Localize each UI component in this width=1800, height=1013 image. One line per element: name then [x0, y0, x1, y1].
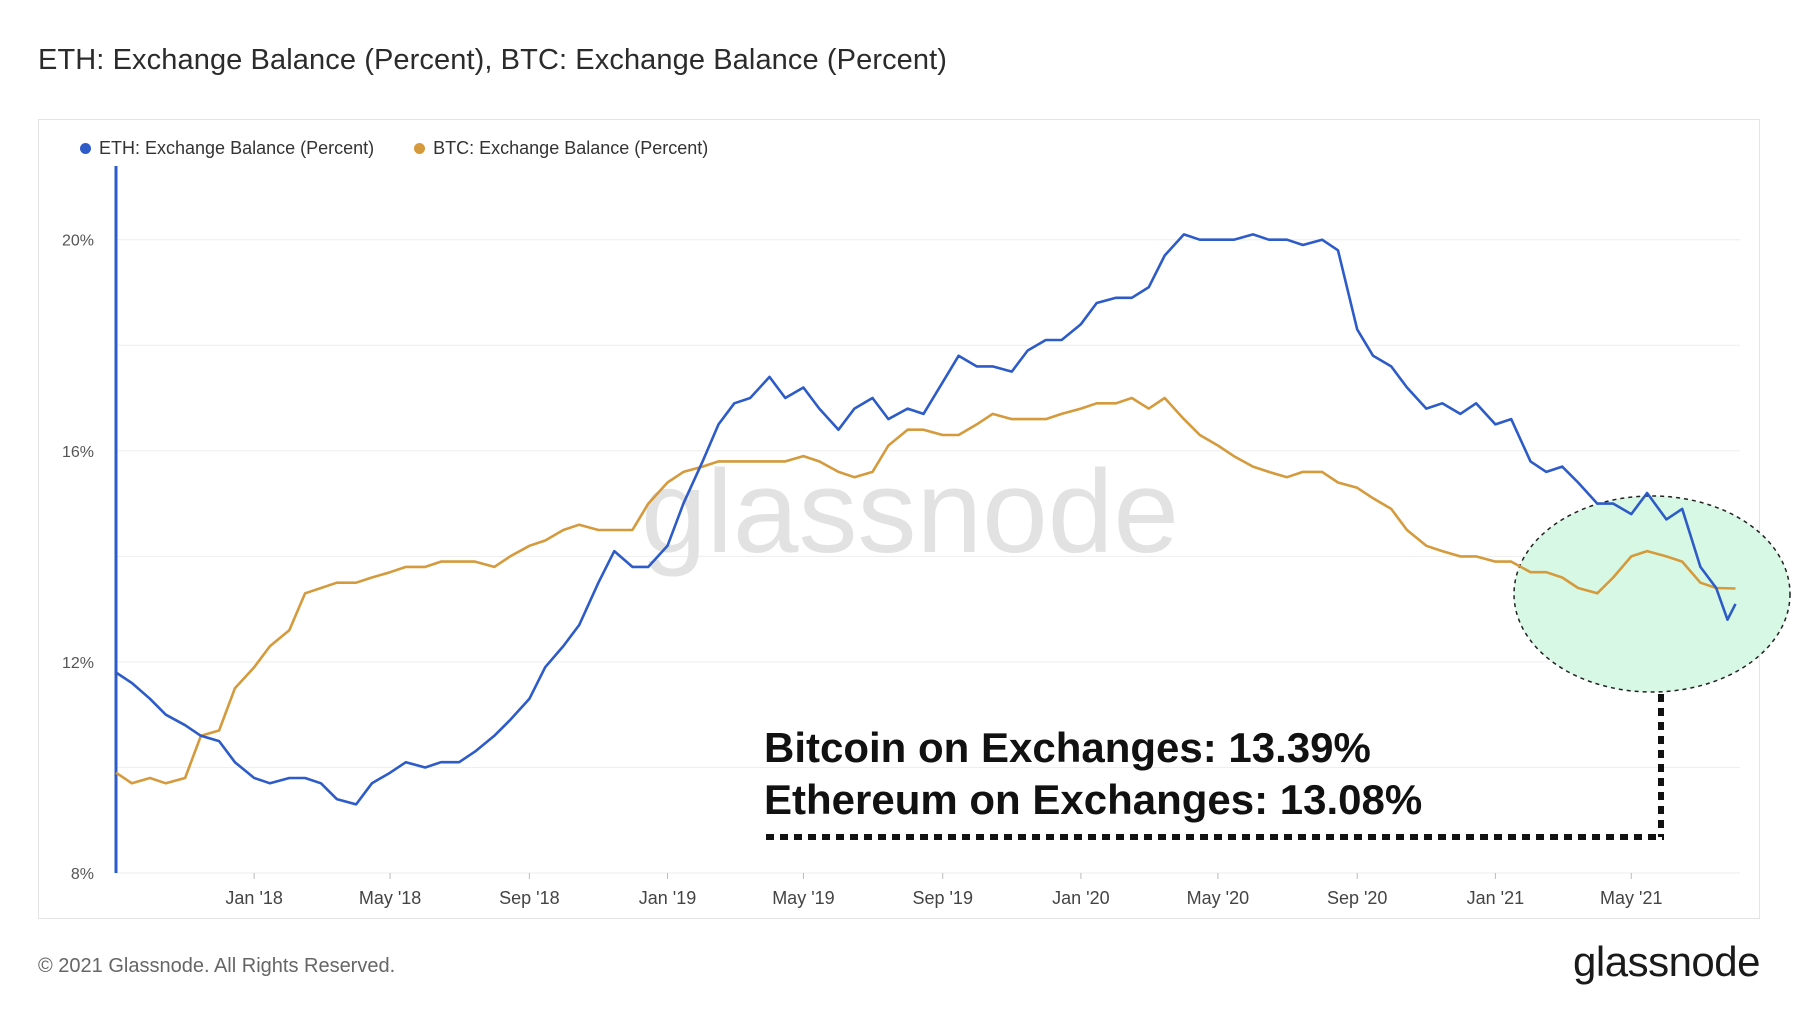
watermark: glassnode	[641, 446, 1179, 578]
annotation-btc: Bitcoin on Exchanges: 13.39%	[764, 724, 1371, 771]
copyright: © 2021 Glassnode. All Rights Reserved.	[38, 955, 396, 977]
annotation-eth: Ethereum on Exchanges: 13.08%	[764, 776, 1422, 823]
y-axis-ticks: 8% 12% 16% 20%	[62, 233, 94, 883]
legend-dot-eth-icon	[80, 143, 91, 154]
legend-label-btc: BTC: Exchange Balance (Percent)	[433, 138, 709, 158]
x-tick-label: Jan '18	[225, 888, 282, 908]
chart-legend: ETH: Exchange Balance (Percent) BTC: Exc…	[80, 138, 708, 159]
x-tick-label: May '19	[772, 888, 834, 908]
legend-dot-btc-icon	[414, 143, 426, 154]
x-tick-label: Jan '21	[1467, 888, 1524, 908]
x-tick-label: Sep '18	[499, 888, 560, 908]
legend-item-btc[interactable]: BTC: Exchange Balance (Percent)	[414, 138, 708, 159]
series-lines	[115, 233, 1737, 806]
x-axis-ticks: Jan '18 May '18 Sep '18 Jan '19 May '19 Sep '…	[225, 873, 1663, 908]
chart-title: ETH: Exchange Balance (Percent), BTC: Ex…	[38, 44, 948, 76]
x-tick-label: May '20	[1187, 888, 1249, 908]
btc-series-line[interactable]	[115, 396, 1736, 785]
y-tick-label: 8%	[71, 866, 94, 883]
y-tick-label: 16%	[62, 444, 94, 461]
legend-item-eth[interactable]: ETH: Exchange Balance (Percent)	[80, 138, 374, 159]
x-tick-label: Sep '20	[1327, 888, 1388, 908]
x-tick-label: Sep '19	[912, 888, 973, 908]
highlight-ellipse	[1513, 495, 1791, 693]
glassnode-logo[interactable]: glassnode	[1573, 938, 1760, 985]
grid-lines	[116, 239, 1740, 874]
y-tick-label: 20%	[62, 233, 94, 250]
legend-label-eth: ETH: Exchange Balance (Percent)	[99, 138, 375, 158]
x-tick-label: Jan '19	[639, 888, 696, 908]
y-tick-label: 12%	[62, 655, 94, 672]
x-tick-label: May '18	[359, 888, 421, 908]
x-tick-label: May '21	[1600, 888, 1662, 908]
x-tick-label: Jan '20	[1052, 888, 1109, 908]
chart-frame	[38, 119, 1760, 919]
eth-series-line[interactable]	[115, 233, 1737, 806]
